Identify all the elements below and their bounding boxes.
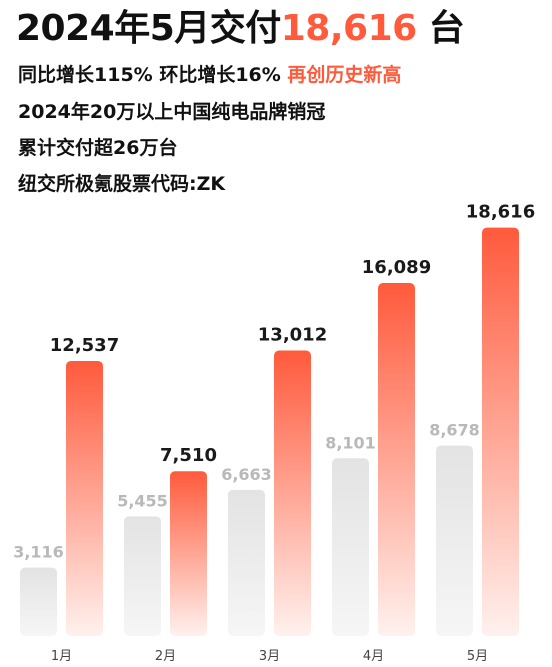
value-label-current: 18,616 [466, 202, 535, 223]
x-tick-label: 4月 [363, 649, 384, 664]
value-label-prior: 5,455 [117, 491, 168, 510]
bar-prior-year [332, 458, 369, 636]
growth-text: 同比增长115% 环比增长16% [18, 64, 288, 86]
x-tick-label: 1月 [51, 649, 72, 664]
bar-prior-year [436, 445, 473, 636]
bar-current-year [378, 283, 415, 636]
value-label-prior: 8,101 [325, 433, 376, 452]
bar-current-year [482, 227, 519, 637]
bar-prior-year [20, 567, 57, 636]
ticker-line: 纽交所极氪股票代码:ZK [18, 173, 226, 195]
value-label-current: 7,510 [160, 445, 217, 466]
x-tick-label: 2月 [155, 649, 176, 664]
value-label-prior: 6,663 [221, 465, 272, 484]
headline-suffix: 台 [416, 8, 465, 49]
x-tick-label: 3月 [259, 649, 280, 664]
value-label-prior: 3,116 [13, 543, 64, 562]
bar-current-year [66, 360, 103, 636]
value-label-current: 13,012 [258, 325, 327, 346]
bar-current-year [274, 350, 311, 636]
value-label-prior: 8,678 [429, 421, 480, 440]
value-label-current: 12,537 [50, 335, 119, 356]
cumulative-line: 累计交付超26万台 [18, 137, 178, 159]
headline: 2024年5月交付18,616 台 [16, 6, 465, 52]
bar-current-year [170, 471, 207, 636]
value-label-current: 16,089 [362, 257, 431, 278]
bar-prior-year [124, 516, 161, 636]
record-highlight: 再创历史新高 [287, 64, 402, 86]
brand-rank-line: 2024年20万以上中国纯电品牌销冠 [18, 101, 326, 123]
x-tick-label: 5月 [467, 649, 488, 664]
growth-line: 同比增长115% 环比增长16% 再创历史新高 [18, 62, 401, 88]
headline-prefix: 2024年5月交付 [16, 8, 281, 49]
bar-prior-year [228, 489, 265, 636]
headline-number: 18,616 [280, 8, 417, 49]
